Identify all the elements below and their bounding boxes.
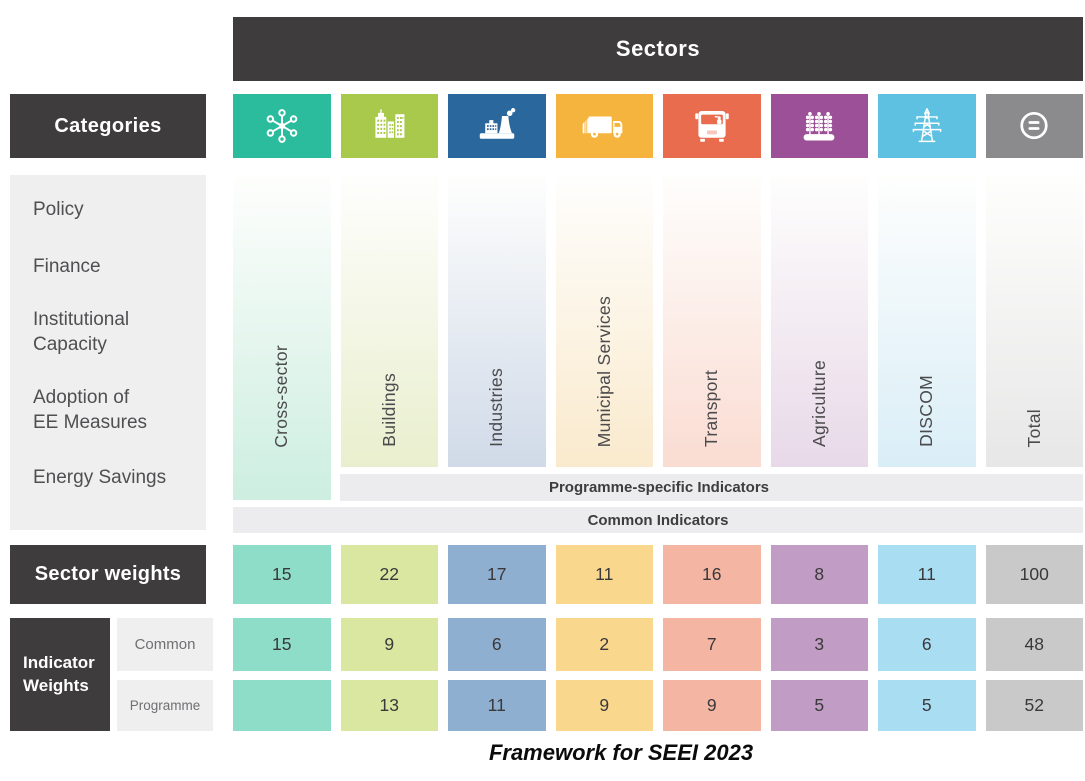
indicator-weights-header-label: Indicator Weights: [23, 653, 95, 695]
common-weight-cell: 3: [770, 618, 868, 671]
column-discom: DISCOM: [878, 175, 976, 467]
figure-caption: Framework for SEEI 2023: [488, 740, 754, 765]
column-agriculture: Agriculture: [770, 175, 868, 467]
programme-specific-indicators-label: Programme-specific Indicators: [548, 479, 770, 496]
sector-weight-cell: 15: [233, 545, 331, 604]
column-label: Buildings: [378, 373, 399, 447]
programme-weights-row: 13 11 9 9 5 5 52: [233, 680, 1083, 731]
indicator-row-label-common: Common: [117, 618, 213, 671]
factory-icon: [448, 94, 546, 158]
programme-weight-cell: 5: [878, 680, 976, 731]
common-row-label: Common: [134, 636, 196, 653]
sector-weights-header: Sector weights: [10, 545, 206, 604]
programme-specific-indicators-bar: Programme-specific Indicators: [340, 474, 1083, 501]
category-adoption-ee-measures: Adoption of EE Measures: [33, 387, 148, 434]
sector-weight-cell: 16: [663, 545, 761, 604]
sector-weights-row: 15 22 17 11 16 8 11 100: [233, 545, 1083, 604]
programme-weight-cell: [233, 680, 331, 731]
common-weight-cell: 2: [555, 618, 653, 671]
column-label: DISCOM: [916, 375, 937, 447]
column-label: Industries: [486, 368, 507, 447]
common-indicators-bar: Common Indicators: [233, 507, 1083, 533]
category-energy-savings: Energy Savings: [33, 467, 167, 488]
common-weight-cell: 15: [233, 618, 331, 671]
garbage-truck-icon: [555, 94, 653, 158]
common-weights-row: 15 9 6 2 7 3 6 48: [233, 618, 1083, 671]
column-label: Total: [1023, 408, 1044, 447]
common-weight-cell: 6: [448, 618, 546, 671]
column-municipal-services: Municipal Services: [555, 175, 653, 467]
indicator-row-label-programme: Programme: [117, 680, 213, 731]
sector-weight-cell: 11: [878, 545, 976, 604]
sector-weight-cell: 22: [340, 545, 438, 604]
programme-weight-cell: 11: [448, 680, 546, 731]
common-weight-cell: 48: [985, 618, 1083, 671]
programme-weight-cell: 13: [340, 680, 438, 731]
buildings-icon: [340, 94, 438, 158]
sectors-header: Sectors: [233, 17, 1083, 81]
equals-icon: [985, 94, 1083, 158]
common-weight-cell: 9: [340, 618, 438, 671]
common-weight-cell: 6: [878, 618, 976, 671]
transmission-tower-icon: [878, 94, 976, 158]
category-finance: Finance: [33, 256, 101, 277]
sector-weights-header-label: Sector weights: [34, 563, 182, 585]
sector-weight-cell: 11: [555, 545, 653, 604]
indicator-weights-header: Indicator Weights: [10, 618, 110, 731]
common-weight-cell: 7: [663, 618, 761, 671]
column-transport: Transport: [663, 175, 761, 467]
column-label: Cross-sector: [271, 345, 292, 448]
programme-weight-cell: 52: [985, 680, 1083, 731]
categories-panel: Policy Finance Institutional Capacity Ad…: [10, 175, 206, 530]
category-policy: Policy: [33, 199, 84, 220]
sector-weight-cell: 17: [448, 545, 546, 604]
column-cross-sector: Cross-sector: [233, 175, 331, 500]
wheat-icon: [770, 94, 868, 158]
column-industries: Industries: [448, 175, 546, 467]
programme-row-label: Programme: [129, 698, 201, 713]
column-label: Transport: [701, 370, 722, 447]
sector-columns: Cross-sector Buildings Industries Munici…: [233, 175, 1083, 500]
network-icon: [233, 94, 331, 158]
programme-weight-cell: 9: [663, 680, 761, 731]
column-total: Total: [985, 175, 1083, 467]
category-institutional-capacity: Institutional Capacity: [33, 309, 130, 356]
sector-icons-row: [233, 94, 1083, 158]
sectors-header-label: Sectors: [615, 36, 701, 61]
categories-header: Categories: [10, 94, 206, 158]
column-buildings: Buildings: [340, 175, 438, 467]
common-indicators-label: Common Indicators: [587, 511, 729, 529]
bus-icon: [663, 94, 761, 158]
column-label: Municipal Services: [593, 295, 614, 447]
sector-weight-cell: 100: [985, 545, 1083, 604]
programme-weight-cell: 9: [555, 680, 653, 731]
programme-weight-cell: 5: [770, 680, 868, 731]
categories-header-label: Categories: [54, 114, 162, 137]
column-label: Agriculture: [808, 360, 829, 447]
sector-weight-cell: 8: [770, 545, 868, 604]
